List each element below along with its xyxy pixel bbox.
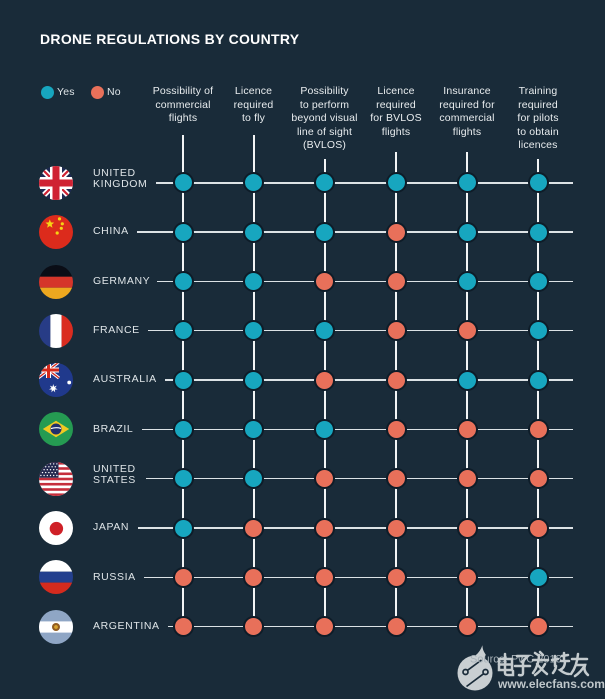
svg-text:www.elecfans.com: www.elecfans.com <box>497 677 605 691</box>
